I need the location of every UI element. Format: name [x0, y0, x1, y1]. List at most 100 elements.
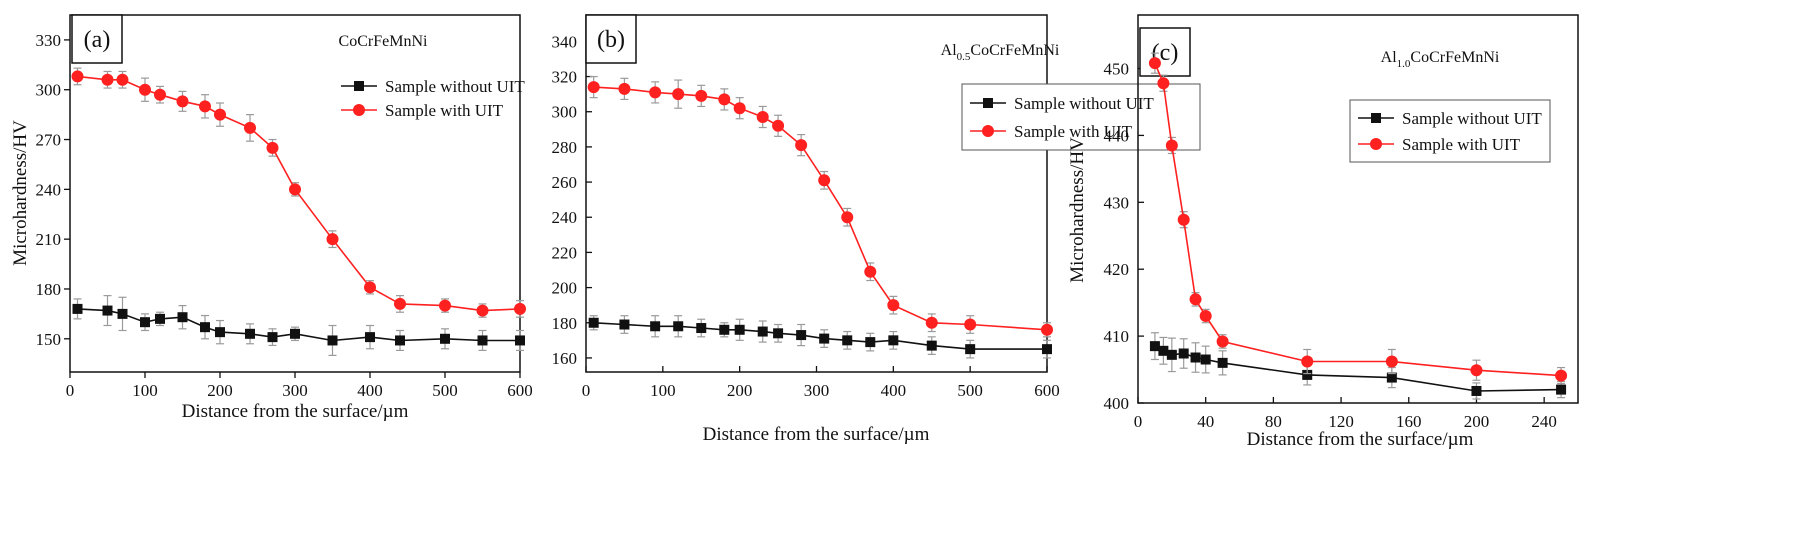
x-tick-label: 600 [507, 381, 533, 400]
data-point-square [819, 333, 830, 344]
y-tick-label: 330 [36, 31, 62, 50]
material-main: Al [1381, 49, 1398, 66]
legend-label: Sample without UIT [385, 77, 525, 96]
legend-marker-circle [982, 125, 994, 137]
data-point-square [773, 328, 784, 339]
data-point-square [965, 344, 976, 355]
data-point-square [1042, 344, 1052, 355]
series-without-uit [588, 315, 1052, 359]
data-point-square [696, 323, 707, 334]
data-point-circle [587, 81, 600, 94]
legend-marker-square [1371, 113, 1381, 123]
material-label: Al0.5CoCrFeMnNi [941, 42, 1060, 63]
data-point-circle [439, 299, 451, 312]
data-point-circle [672, 88, 685, 101]
data-point-circle [649, 86, 662, 99]
data-point-square [477, 335, 488, 346]
plot-frame [1137, 14, 1579, 404]
data-point-circle [154, 88, 166, 101]
data-point-circle [1301, 355, 1314, 368]
panel-c: 400 410 420 430 440 450 0 40 80 120 160 200 240 Dista… [1067, 14, 1579, 450]
x-tick-label: 120 [1328, 412, 1354, 431]
material-tail: CoCrFeMnNi [970, 42, 1059, 59]
y-tick-label: 150 [36, 330, 62, 349]
y-tick-label: 180 [552, 314, 578, 333]
series-with-uit [1148, 52, 1568, 385]
y-tick-label: 320 [552, 68, 578, 87]
data-point-square [72, 303, 83, 314]
data-point-square [327, 335, 338, 346]
x-tick-label: 100 [650, 381, 676, 400]
x-axis-title: Distance from the surface/µm [182, 401, 409, 422]
material-main: Al [941, 42, 958, 59]
panel-a: 150 180 210 240 270 300 330 0 100 200 300 400 500 600… [10, 14, 533, 422]
data-point-square [1302, 369, 1313, 380]
panel-letter-box [585, 14, 637, 64]
data-point-square [842, 335, 853, 346]
x-tick-label: 200 [1464, 412, 1490, 431]
data-point-square [1386, 372, 1397, 383]
panel-b: 160 180 200 220 240 260 280 300 320 340 0 100 200 300… [552, 14, 1201, 445]
data-point-circle [394, 297, 406, 310]
data-point-square [117, 308, 128, 319]
legend-marker-square [983, 98, 993, 108]
data-point-circle [289, 183, 301, 196]
data-point-square [1166, 349, 1177, 360]
data-point-square [395, 335, 405, 346]
panel-letter: (a) [84, 27, 111, 53]
data-point-circle [514, 302, 526, 315]
y-tick-label: 160 [552, 349, 578, 368]
material-tail: CoCrFeMnNi [1410, 49, 1499, 66]
legend-marker-circle [353, 104, 365, 116]
y-tick-label: 420 [1104, 260, 1130, 279]
data-point-circle [818, 174, 831, 187]
y-tick-label: 440 [1104, 126, 1130, 145]
x-tick-label: 300 [804, 381, 830, 400]
x-tick-label: 0 [582, 381, 591, 400]
x-tick-label: 200 [207, 381, 233, 400]
data-point-square [102, 305, 113, 316]
data-point-square [734, 324, 745, 335]
x-tick-label: 200 [727, 381, 753, 400]
data-point-circle [695, 89, 708, 102]
x-tick-label: 400 [881, 381, 907, 400]
y-tick-label: 220 [552, 243, 578, 262]
data-point-circle [925, 316, 938, 329]
data-point-circle [1555, 369, 1568, 382]
x-tick-label: 500 [432, 381, 458, 400]
data-point-square [1178, 348, 1189, 359]
data-point-circle [364, 281, 376, 294]
x-axis-title: Distance from the surface/µm [703, 424, 930, 445]
legend: Sample without UIT Sample with UIT [1349, 99, 1551, 163]
data-point-circle [1216, 335, 1229, 348]
data-point-circle [795, 139, 808, 152]
data-point-circle [887, 299, 900, 312]
data-point-circle [618, 82, 631, 95]
y-tick-label: 450 [1104, 60, 1130, 79]
legend-marker-circle [1370, 138, 1382, 150]
data-point-square [1556, 384, 1567, 395]
data-point-square [757, 326, 768, 337]
data-point-circle [1470, 364, 1483, 377]
data-point-circle [1157, 77, 1170, 90]
y-tick-label: 210 [36, 230, 62, 249]
y-tick-label: 240 [36, 180, 62, 199]
data-point-square [155, 313, 165, 324]
x-tick-label: 0 [1134, 412, 1143, 431]
data-point-square [245, 328, 255, 339]
legend-label: Sample without UIT [1014, 94, 1154, 113]
data-point-circle [1148, 57, 1161, 70]
data-point-square [588, 317, 599, 328]
x-tick-label: 600 [1034, 381, 1060, 400]
y-tick-label: 300 [36, 81, 62, 100]
legend-label: Sample with UIT [385, 101, 504, 120]
data-point-circle [139, 83, 151, 96]
x-tick-label: 500 [957, 381, 983, 400]
data-point-square [140, 317, 150, 328]
data-point-square [673, 321, 684, 332]
x-tick-label: 0 [66, 381, 75, 400]
data-point-circle [244, 121, 256, 134]
x-tick-label: 300 [282, 381, 308, 400]
y-tick-label: 410 [1104, 327, 1130, 346]
legend: Sample without UIT Sample with UIT [961, 83, 1201, 151]
